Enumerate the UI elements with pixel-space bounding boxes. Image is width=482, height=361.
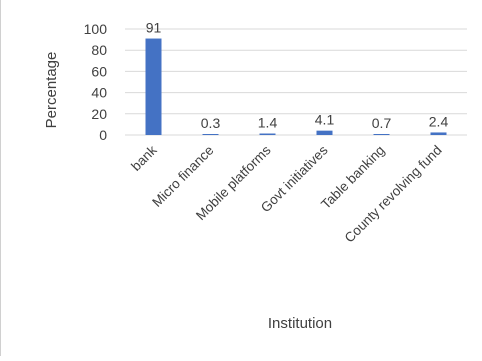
y-axis-ticks: 0 20 40 60 80 100 [84,21,108,143]
y-tick-label: 100 [84,21,108,37]
data-label: 1.4 [258,115,278,131]
x-tick-label: bank [128,142,159,173]
y-tick-label: 80 [91,42,107,58]
gridlines [125,28,467,136]
bar [145,38,162,135]
bar [202,134,219,135]
y-tick-label: 40 [91,85,107,101]
x-tick-label: County revolving fund [342,143,445,246]
chart-frame: 91 0.3 1.4 4.1 0.7 2.4 0 20 40 60 80 100 bank Micro… [0,0,467,356]
data-label: 0.7 [372,115,392,131]
bars [145,38,447,135]
bar [373,134,390,135]
y-axis-title: Percentage [43,52,60,129]
data-label: 0.3 [201,115,221,131]
y-tick-label: 60 [91,63,107,79]
y-tick-label: 0 [99,127,107,143]
y-tick-label: 20 [91,106,107,122]
data-label: 2.4 [429,113,449,129]
data-label: 91 [146,20,162,36]
data-labels: 91 0.3 1.4 4.1 0.7 2.4 [146,20,449,131]
data-label: 4.1 [315,112,335,128]
bar [316,130,333,135]
bar [259,133,276,135]
frame-border [0,0,1,356]
x-axis-title: Institution [268,315,332,332]
bar [430,132,447,135]
